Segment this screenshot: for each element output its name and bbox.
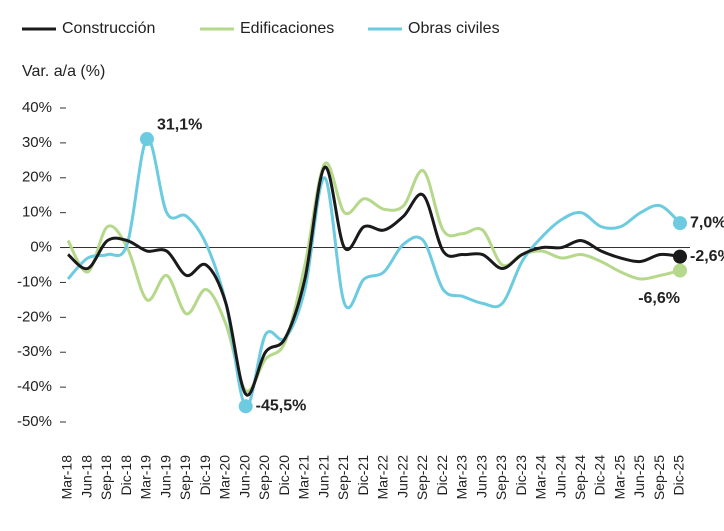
x-tick-label: Mar-21 [296, 455, 312, 500]
x-tick-label: Sep-24 [572, 455, 588, 500]
x-tick-label: Jun-23 [473, 455, 489, 498]
x-tick-label: Dic-24 [592, 455, 608, 496]
y-tick-label: 40% [22, 99, 52, 116]
x-tick-label: Dic-20 [276, 455, 292, 496]
highlight-point [673, 249, 687, 264]
y-tick-label: -40% [17, 378, 52, 395]
x-tick-label: Dic-19 [197, 455, 213, 496]
y-tick-label: -30% [17, 343, 52, 360]
x-tick-label: Sep-20 [256, 455, 272, 500]
x-tick-label: Mar-20 [217, 455, 233, 500]
x-tick-label: Mar-24 [533, 455, 549, 500]
x-tick-label: Sep-22 [414, 455, 430, 500]
x-tick-label: Dic-18 [118, 455, 134, 496]
highlight-point [673, 263, 687, 278]
x-tick-label: Mar-23 [454, 455, 470, 500]
data-label: 7,0% [690, 214, 724, 231]
x-tick-label: Sep-25 [651, 455, 667, 500]
legend-label: Edificaciones [240, 20, 334, 37]
x-tick-label: Mar-25 [611, 455, 627, 500]
x-tick-label: Sep-21 [335, 455, 351, 500]
y-tick-label: -20% [17, 308, 52, 325]
y-tick-label: 20% [22, 169, 52, 186]
x-tick-label: Dic-21 [355, 455, 371, 496]
highlight-point [238, 399, 253, 414]
data-label: 31,1% [157, 116, 202, 133]
data-label: -2,6% [690, 248, 724, 265]
x-tick-label: Dic-22 [434, 455, 450, 496]
x-tick-label: Jun-19 [157, 455, 173, 498]
y-tick-label: 30% [22, 134, 52, 151]
y-tick-label: -10% [17, 273, 52, 290]
y-tick-label: -50% [17, 413, 52, 430]
x-tick-label: Jun-22 [394, 455, 410, 498]
legend-label: Obras civiles [408, 20, 500, 37]
x-tick-label: Mar-19 [138, 455, 154, 500]
y-tick-label: 10% [22, 204, 52, 221]
y-tick-label: 0% [30, 239, 52, 256]
x-tick-label: Jun-25 [631, 455, 647, 498]
x-tick-label: Mar-22 [375, 455, 391, 500]
data-label: -45,5% [256, 398, 307, 415]
series-line [66, 161, 681, 393]
x-tick-label: Jun-20 [236, 455, 252, 498]
series-line [66, 137, 682, 408]
series-line [67, 165, 681, 397]
legend-label: Construcción [62, 20, 155, 37]
highlight-point [139, 132, 154, 147]
highlight-point [673, 216, 687, 231]
data-label: -6,6% [638, 290, 680, 307]
x-tick-label: Dic-23 [513, 455, 529, 496]
x-tick-label: Sep-23 [493, 455, 509, 500]
x-tick-label: Mar-18 [59, 455, 75, 500]
x-tick-label: Sep-18 [98, 455, 114, 500]
x-tick-label: Jun-21 [315, 455, 331, 498]
x-tick-label: Dic-25 [671, 455, 687, 496]
x-tick-label: Sep-19 [177, 455, 193, 500]
y-axis-label: Var. a/a (%) [22, 63, 105, 80]
x-tick-label: Jun-18 [78, 455, 94, 498]
x-tick-label: Jun-24 [552, 455, 568, 498]
